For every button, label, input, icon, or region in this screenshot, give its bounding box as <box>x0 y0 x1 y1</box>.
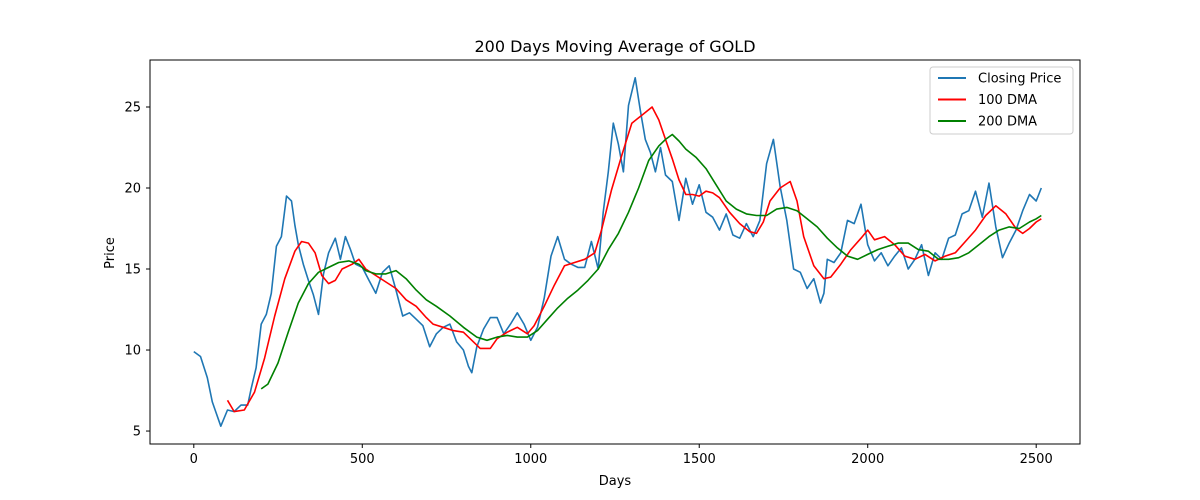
plot-frame <box>149 59 1081 445</box>
x-axis: 0 500 1000 1500 2000 2500 <box>190 444 1053 467</box>
series-layer <box>193 77 1043 427</box>
legend-label: 200 DMA <box>978 115 1037 130</box>
series-line-200-dma <box>260 133 1042 390</box>
x-tick-label: 2500 <box>1020 452 1053 467</box>
y-axis-label: Price <box>103 237 118 269</box>
x-tick-label: 1500 <box>683 452 716 467</box>
legend-label: Closing Price <box>978 72 1061 87</box>
y-tick-label: 15 <box>124 263 141 278</box>
chart-title: 200 Days Moving Average of GOLD <box>474 37 755 56</box>
series-line-100-dma <box>226 106 1042 413</box>
y-tick-label: 10 <box>124 344 141 359</box>
legend-label: 100 DMA <box>978 93 1037 108</box>
y-tick-label: 20 <box>124 182 141 197</box>
x-tick-label: 0 <box>190 452 198 467</box>
y-tick-label: 25 <box>124 100 141 115</box>
x-tick-label: 1000 <box>514 452 547 467</box>
x-tick-label: 2000 <box>851 452 884 467</box>
legend: Closing Price 100 DMA 200 DMA <box>929 66 1074 135</box>
series-line-closing-price <box>193 77 1043 427</box>
y-axis: 5 10 15 20 25 <box>124 100 150 440</box>
x-tick-label: 500 <box>350 452 375 467</box>
y-tick-label: 5 <box>133 425 141 440</box>
x-axis-label: Days <box>599 474 632 489</box>
legend-box <box>929 66 1074 135</box>
